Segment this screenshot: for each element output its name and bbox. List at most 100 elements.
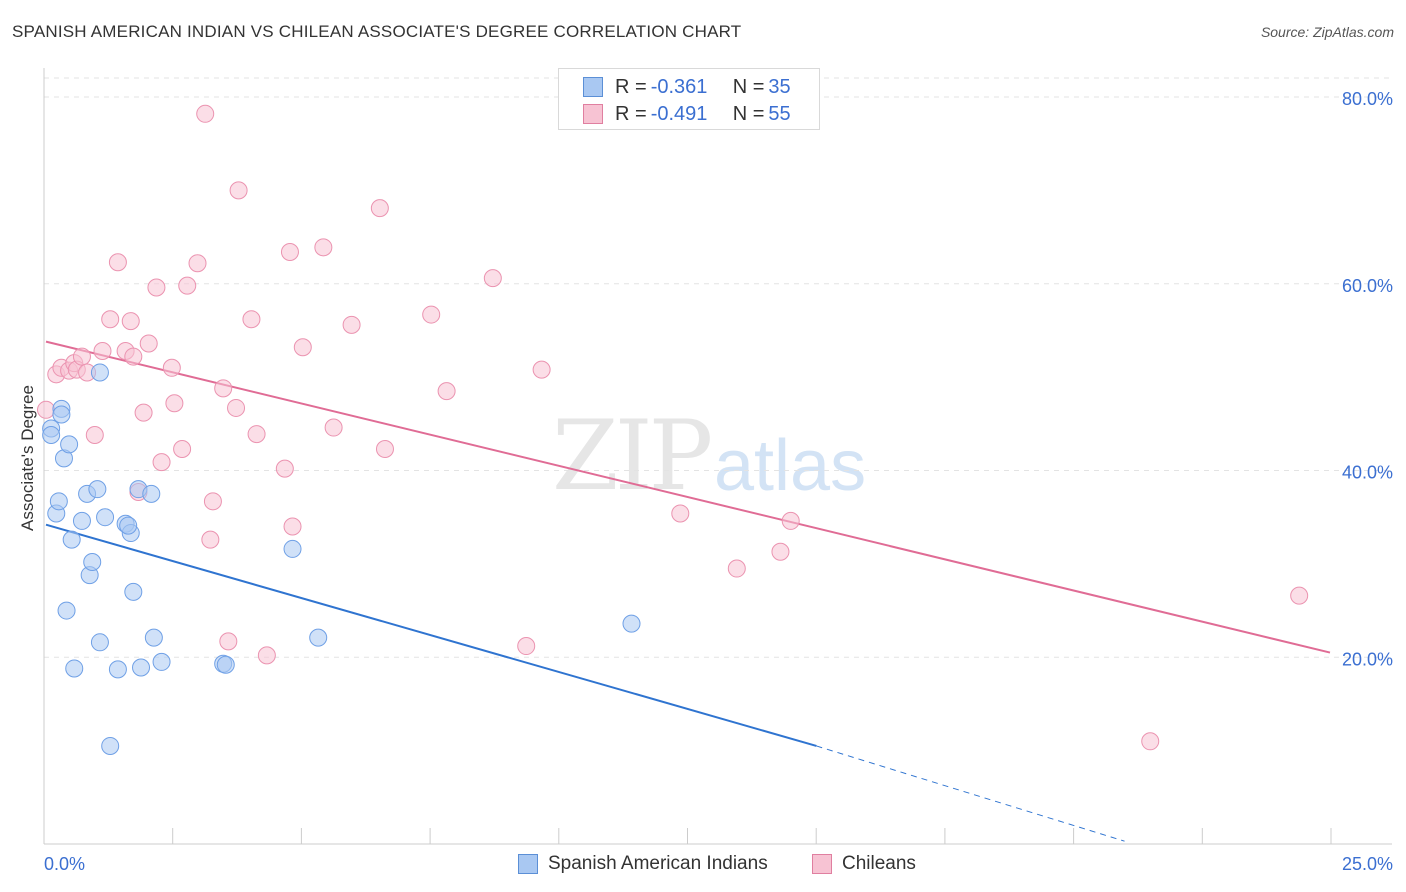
data-point-chileans	[214, 379, 233, 398]
data-point-chileans	[108, 253, 127, 272]
legend-row-spanish-american-indians: R = -0.361 N = 35	[583, 75, 791, 99]
data-point-chileans	[139, 334, 158, 353]
data-point-chileans	[101, 310, 120, 329]
y-tick-label: 80.0%	[1342, 89, 1393, 109]
data-point-chileans	[293, 338, 312, 357]
data-point-chileans	[93, 341, 112, 360]
data-point-chileans	[165, 394, 184, 413]
trend-line	[45, 340, 1331, 654]
data-point-chileans	[196, 104, 215, 123]
legend-label: Spanish American Indians	[548, 853, 768, 874]
tick-label-layer: 20.0% 40.0% 60.0% 80.0% 0.0% 25.0%	[44, 89, 1393, 874]
data-point-chileans	[1290, 586, 1309, 605]
data-point-chileans	[771, 542, 790, 561]
data-point-chileans	[201, 530, 220, 549]
legend-swatch-blue	[583, 77, 603, 97]
data-point-chileans	[314, 238, 333, 257]
data-point-chileans	[229, 181, 248, 200]
data-point-spanish-american-indians	[119, 516, 138, 535]
trend-layer	[45, 340, 1331, 842]
n-value: 55	[768, 102, 791, 125]
axis-layer	[43, 68, 1392, 845]
y-tick-label: 40.0%	[1342, 463, 1393, 483]
data-point-spanish-american-indians	[60, 435, 79, 454]
data-point-chileans	[727, 559, 746, 578]
data-point-chileans	[124, 347, 143, 366]
data-point-chileans	[422, 305, 441, 324]
data-point-chileans	[152, 453, 171, 472]
data-point-chileans	[242, 310, 261, 329]
data-point-spanish-american-indians	[622, 614, 641, 633]
data-point-spanish-american-indians	[124, 582, 143, 601]
legend-swatch-pink	[812, 854, 832, 874]
data-point-spanish-american-indians	[62, 530, 81, 549]
data-point-spanish-american-indians	[90, 633, 109, 652]
x-tick-label: 0.0%	[44, 854, 85, 874]
data-point-spanish-american-indians	[216, 655, 235, 674]
data-point-spanish-american-indians	[52, 405, 71, 424]
data-point-spanish-american-indians	[49, 492, 68, 511]
data-point-chileans	[283, 517, 302, 536]
y-tick-label: 60.0%	[1342, 276, 1393, 296]
trend-line-extension	[816, 745, 1125, 842]
source-credit: Source: ZipAtlas.com	[1260, 24, 1394, 40]
data-point-chileans	[532, 360, 551, 379]
legend-swatch-blue	[518, 854, 538, 874]
r-value: -0.361	[650, 75, 708, 98]
point-layer	[37, 104, 1309, 755]
data-point-chileans	[188, 254, 207, 273]
watermark-atlas: atlas	[714, 426, 867, 506]
watermark-zip: ZIP	[552, 400, 713, 512]
legend-swatch-pink	[583, 104, 603, 124]
y-axis-label: Associate's Degree	[18, 385, 37, 531]
data-point-chileans	[671, 504, 690, 523]
data-point-chileans	[517, 637, 536, 656]
n-label: N =	[732, 75, 765, 98]
data-point-chileans	[178, 276, 197, 295]
chart-title: SPANISH AMERICAN INDIAN VS CHILEAN ASSOC…	[12, 22, 742, 41]
data-point-spanish-american-indians	[57, 601, 76, 620]
data-point-chileans	[781, 511, 800, 530]
n-value: 35	[768, 75, 791, 98]
data-point-spanish-american-indians	[65, 659, 84, 678]
data-point-chileans	[280, 243, 299, 262]
data-point-chileans	[162, 358, 181, 377]
r-value: -0.491	[650, 102, 708, 125]
data-point-chileans	[37, 400, 55, 419]
x-tick-label: 25.0%	[1342, 854, 1393, 874]
data-point-chileans	[203, 492, 222, 511]
data-point-chileans	[173, 440, 192, 459]
data-point-spanish-american-indians	[152, 652, 171, 671]
y-tick-label: 20.0%	[1342, 649, 1393, 669]
data-point-spanish-american-indians	[90, 363, 109, 382]
data-point-chileans	[227, 398, 246, 417]
data-point-chileans	[72, 347, 91, 366]
data-point-chileans	[121, 312, 140, 331]
data-point-spanish-american-indians	[42, 426, 61, 445]
data-point-chileans	[370, 199, 389, 218]
data-point-chileans	[134, 403, 153, 422]
data-point-spanish-american-indians	[101, 736, 120, 755]
n-label: N =	[732, 102, 765, 125]
data-point-chileans	[85, 426, 104, 445]
data-point-spanish-american-indians	[309, 628, 328, 647]
data-point-spanish-american-indians	[96, 508, 115, 527]
data-point-chileans	[375, 440, 394, 459]
r-label: R =	[615, 75, 647, 98]
data-point-spanish-american-indians	[83, 553, 102, 572]
data-point-spanish-american-indians	[142, 484, 161, 503]
legend-row-chileans: R = -0.491 N = 55	[583, 102, 791, 126]
grid-layer	[44, 77, 1392, 658]
data-point-spanish-american-indians	[88, 480, 107, 499]
data-point-chileans	[483, 269, 502, 288]
data-point-chileans	[219, 632, 238, 651]
legend-item-spanish-american-indians[interactable]: Spanish American Indians	[518, 852, 768, 876]
data-point-spanish-american-indians	[132, 658, 151, 677]
legend-item-chileans[interactable]: Chileans	[812, 852, 916, 876]
data-point-spanish-american-indians	[108, 660, 127, 679]
data-point-chileans	[342, 315, 361, 334]
data-point-spanish-american-indians	[144, 628, 163, 647]
trend-line	[45, 523, 817, 747]
data-point-chileans	[257, 646, 276, 665]
